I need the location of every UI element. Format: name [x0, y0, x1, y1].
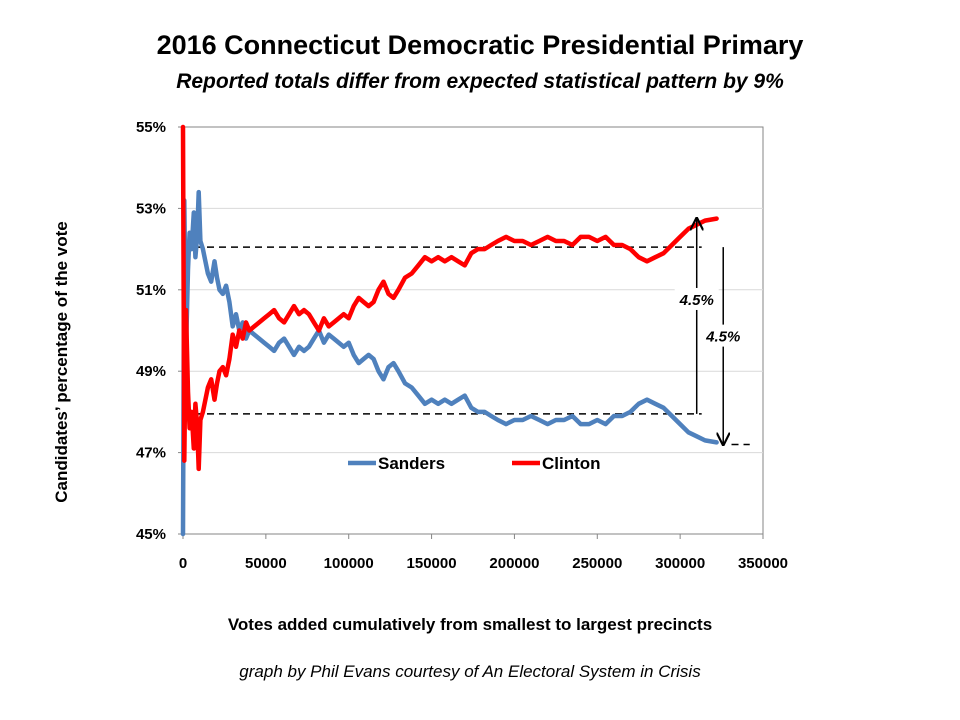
- legend: Sanders Clinton: [348, 454, 601, 473]
- annotation-label-bg: [674, 287, 719, 310]
- legend-label-sanders: Sanders: [378, 454, 445, 473]
- annotation-label-bg: [701, 324, 746, 347]
- credit-line: graph by Phil Evans courtesy of An Elect…: [239, 662, 701, 681]
- y-tick-label: 45%: [136, 526, 166, 543]
- x-tick-label: 150000: [407, 555, 457, 572]
- x-tick-label: 200000: [489, 555, 539, 572]
- x-axis-label: Votes added cumulatively from smallest t…: [227, 615, 713, 634]
- legend-label-clinton: Clinton: [542, 454, 601, 473]
- x-tick-label: 350000: [738, 555, 788, 572]
- x-tick-label: 300000: [655, 555, 705, 572]
- y-tick-label: 47%: [136, 445, 166, 462]
- y-tick-label: 49%: [136, 363, 166, 380]
- series-line-sanders: [180, 189, 719, 537]
- y-tick-label: 51%: [136, 282, 166, 299]
- x-tick-label: 50000: [245, 555, 287, 572]
- x-tick-label: 100000: [324, 555, 374, 572]
- x-tick-label: 0: [179, 555, 187, 572]
- plot-area: [182, 126, 764, 535]
- annotation-label: 4.5%: [679, 292, 714, 309]
- chart-title: 2016 Connecticut Democratic Presidential…: [156, 30, 804, 60]
- x-tick-label: 250000: [572, 555, 622, 572]
- annotation-label: 4.5%: [705, 329, 740, 346]
- chart-subtitle: Reported totals differ from expected sta…: [176, 70, 784, 93]
- series-line-clinton: [180, 124, 719, 472]
- y-tick-label: 53%: [136, 200, 166, 217]
- y-tick-label: 55%: [136, 119, 166, 136]
